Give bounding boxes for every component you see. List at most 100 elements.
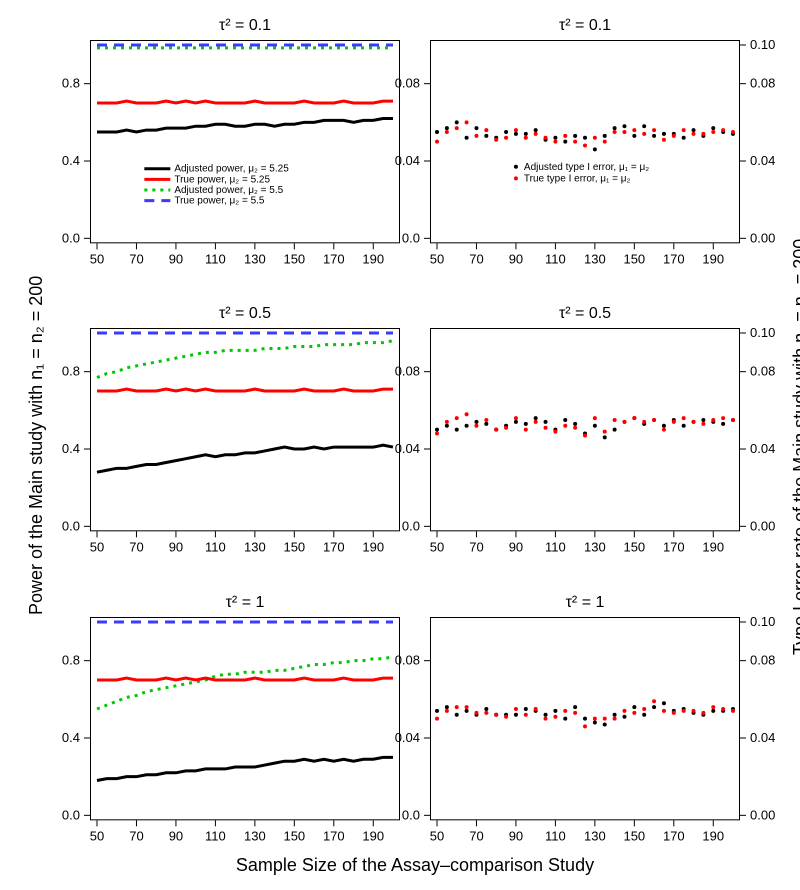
svg-text:70: 70 <box>129 540 143 555</box>
point-adj_t1 <box>613 428 617 432</box>
point-adj_t1 <box>692 128 696 132</box>
svg-text:0.8: 0.8 <box>62 364 80 379</box>
point-true_t1 <box>721 128 725 132</box>
point-adj_t1 <box>593 424 597 428</box>
svg-text:90: 90 <box>169 540 183 555</box>
point-true_t1 <box>721 707 725 711</box>
legend-label: Adjusted power, μ₂ = 5.25 <box>174 164 289 175</box>
point-true_t1 <box>593 716 597 720</box>
svg-text:150: 150 <box>623 540 645 555</box>
svg-text:90: 90 <box>509 251 523 266</box>
point-adj_t1 <box>544 712 548 716</box>
point-true_t1 <box>573 426 577 430</box>
svg-text:50: 50 <box>90 251 104 266</box>
point-true_t1 <box>494 138 498 142</box>
svg-text:70: 70 <box>469 540 483 555</box>
point-true_t1 <box>514 128 518 132</box>
svg-text:110: 110 <box>205 828 226 843</box>
point-adj_t1 <box>603 722 607 726</box>
svg-text:0.08: 0.08 <box>750 652 775 667</box>
svg-text:110: 110 <box>545 828 566 843</box>
point-adj_t1 <box>435 428 439 432</box>
point-adj_t1 <box>711 709 715 713</box>
svg-text:τ² = 1: τ² = 1 <box>226 594 265 611</box>
svg-text:70: 70 <box>469 828 483 843</box>
svg-text:170: 170 <box>663 251 685 266</box>
point-true_t1 <box>563 709 567 713</box>
svg-text:90: 90 <box>509 540 523 555</box>
svg-text:190: 190 <box>702 828 724 843</box>
legend-label: True power, μ₂ = 5.25 <box>174 174 270 185</box>
typeI-panel: 5070901101301501701900.00.040.080.000.04… <box>430 617 740 820</box>
point-true_t1 <box>692 420 696 424</box>
point-true_t1 <box>534 420 538 424</box>
point-true_t1 <box>583 724 587 728</box>
point-adj_t1 <box>573 422 577 426</box>
point-adj_t1 <box>435 130 439 134</box>
svg-text:50: 50 <box>430 828 444 843</box>
point-true_t1 <box>563 424 567 428</box>
point-true_t1 <box>445 420 449 424</box>
point-adj_t1 <box>682 424 686 428</box>
point-adj_t1 <box>721 422 725 426</box>
point-true_t1 <box>662 138 666 142</box>
panel-title: τ² = 0.1 <box>90 14 400 42</box>
point-true_t1 <box>435 432 439 436</box>
legend-label: Adjusted type I error, μ₁ = μ₂ <box>524 162 649 173</box>
svg-text:70: 70 <box>129 828 143 843</box>
xlabel: Sample Size of the Assay–comparison Stud… <box>90 855 740 876</box>
point-adj_t1 <box>563 140 567 144</box>
point-true_t1 <box>494 428 498 432</box>
point-true_t1 <box>534 707 538 711</box>
point-true_t1 <box>524 712 528 716</box>
svg-text:0.04: 0.04 <box>750 441 775 456</box>
point-adj_t1 <box>445 424 449 428</box>
point-true_t1 <box>622 420 626 424</box>
point-true_t1 <box>603 430 607 434</box>
point-adj_t1 <box>642 124 646 128</box>
point-adj_t1 <box>662 701 666 705</box>
power-panel: 5070901101301501701900.00.40.8Adjusted p… <box>90 40 400 243</box>
point-true_t1 <box>435 716 439 720</box>
point-adj_t1 <box>573 705 577 709</box>
svg-text:τ² = 1: τ² = 1 <box>566 594 605 611</box>
point-true_t1 <box>544 716 548 720</box>
series-adj_525 <box>97 118 393 132</box>
panel-title: τ² = 0.1 <box>430 14 740 42</box>
point-true_t1 <box>711 705 715 709</box>
point-true_t1 <box>474 711 478 715</box>
point-adj_t1 <box>563 418 567 422</box>
point-adj_t1 <box>474 420 478 424</box>
point-adj_t1 <box>465 709 469 713</box>
point-true_t1 <box>474 134 478 138</box>
svg-text:0.08: 0.08 <box>395 76 420 91</box>
point-true_t1 <box>593 136 597 140</box>
svg-text:110: 110 <box>545 251 566 266</box>
point-true_t1 <box>544 426 548 430</box>
point-adj_t1 <box>603 134 607 138</box>
point-adj_t1 <box>534 416 538 420</box>
point-true_t1 <box>445 130 449 134</box>
point-true_t1 <box>731 418 735 422</box>
point-true_t1 <box>603 140 607 144</box>
svg-text:0.0: 0.0 <box>62 519 80 534</box>
svg-text:130: 130 <box>244 251 266 266</box>
series-adj_55 <box>97 341 393 378</box>
point-true_t1 <box>652 128 656 132</box>
svg-text:τ² = 0.5: τ² = 0.5 <box>559 305 611 322</box>
point-true_t1 <box>524 136 528 140</box>
svg-text:50: 50 <box>90 828 104 843</box>
svg-text:0.04: 0.04 <box>750 153 775 168</box>
point-true_t1 <box>524 428 528 432</box>
point-true_t1 <box>692 709 696 713</box>
point-true_t1 <box>455 416 459 420</box>
point-true_t1 <box>445 709 449 713</box>
point-adj_t1 <box>504 130 508 134</box>
point-adj_t1 <box>514 132 518 136</box>
point-true_t1 <box>603 716 607 720</box>
point-adj_t1 <box>435 709 439 713</box>
point-true_t1 <box>573 711 577 715</box>
point-true_t1 <box>672 134 676 138</box>
point-true_t1 <box>474 424 478 428</box>
point-true_t1 <box>455 705 459 709</box>
